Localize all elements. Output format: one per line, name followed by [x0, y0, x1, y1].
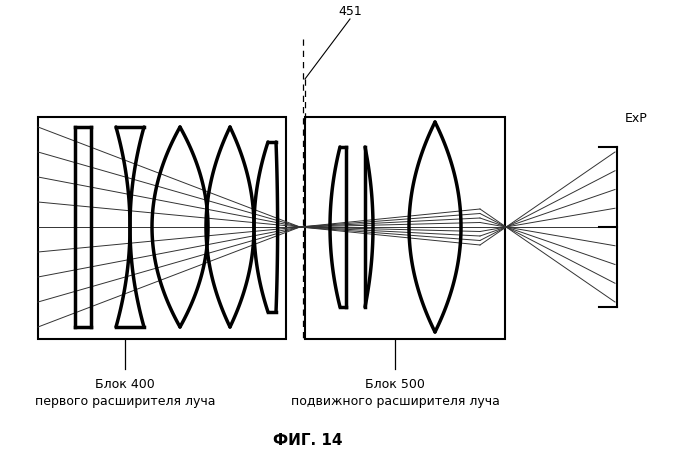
Text: Блок 400: Блок 400	[95, 377, 154, 390]
Text: ExP: ExP	[625, 111, 648, 124]
Text: первого расширителя луча: первого расширителя луча	[34, 394, 215, 407]
Text: ФИГ. 14: ФИГ. 14	[273, 432, 343, 447]
Text: 451: 451	[338, 5, 362, 18]
Bar	[305, 118, 505, 339]
Text: подвижного расширителя луча: подвижного расширителя луча	[291, 394, 500, 407]
Bar	[38, 118, 286, 339]
Text: Блок 500: Блок 500	[365, 377, 425, 390]
